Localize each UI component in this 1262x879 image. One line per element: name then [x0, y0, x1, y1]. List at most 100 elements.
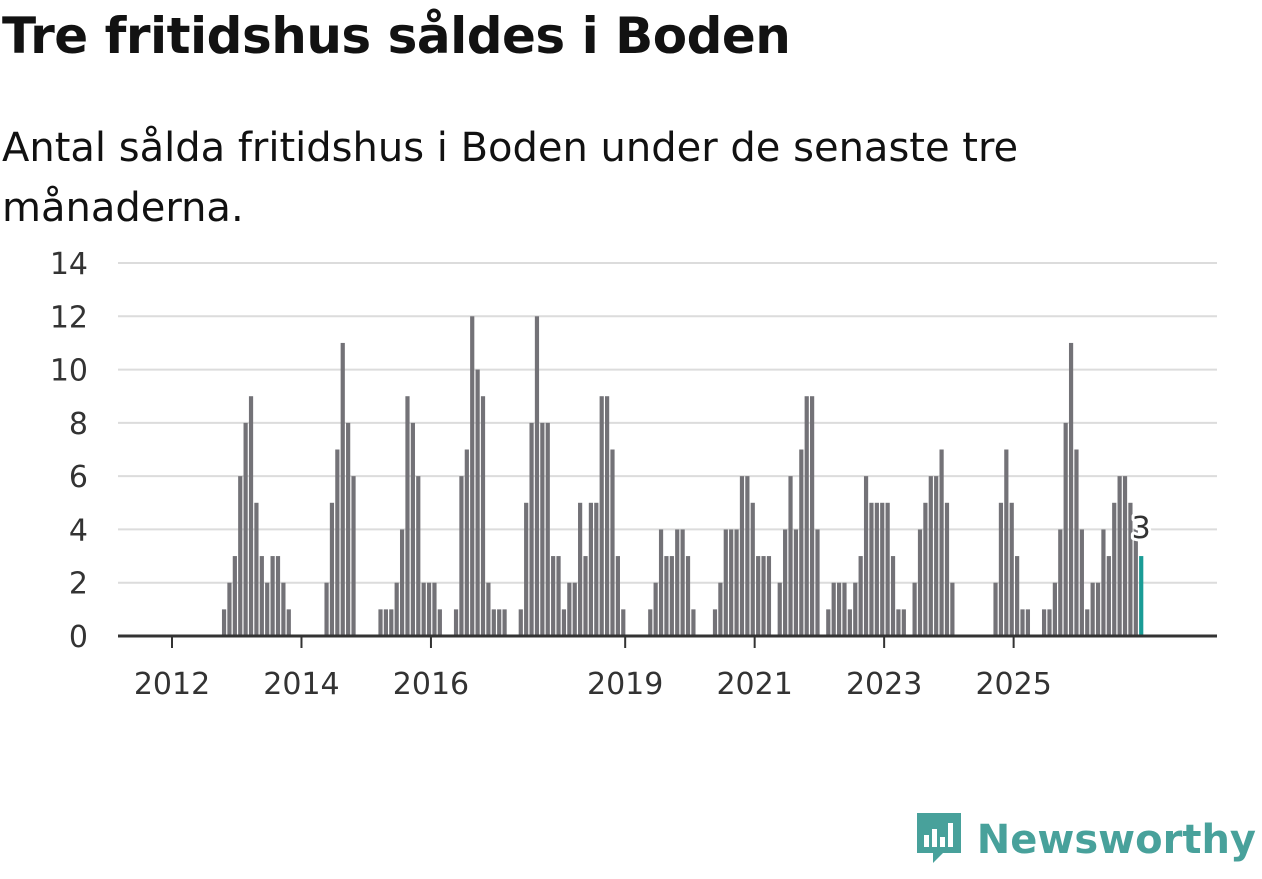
- bar: [340, 342, 345, 636]
- bar: [718, 582, 723, 636]
- bar: [567, 582, 572, 636]
- bar: [793, 529, 799, 636]
- newsworthy-logo-icon: [913, 809, 965, 871]
- y-tick-label: 2: [69, 567, 88, 602]
- y-tick-label: 10: [50, 354, 88, 389]
- bar: [998, 502, 1004, 636]
- bar: [874, 502, 879, 636]
- axes: [118, 634, 1217, 648]
- y-tick-label: 0: [69, 620, 88, 655]
- bar: [232, 556, 237, 636]
- bar: [1095, 582, 1101, 636]
- bar: [756, 556, 761, 636]
- bar: [405, 396, 410, 636]
- bar: [286, 609, 291, 636]
- bar: [572, 582, 577, 636]
- bar: [669, 556, 674, 636]
- bar: [653, 582, 658, 636]
- bar: [944, 502, 950, 636]
- bar: [734, 529, 739, 636]
- bar: [858, 556, 863, 636]
- bar: [248, 396, 254, 636]
- chart-title: Tre fritidshus såldes i Boden: [2, 7, 791, 65]
- bar: [410, 422, 415, 636]
- bar: [583, 556, 588, 636]
- bar: [745, 476, 750, 636]
- bar: [826, 609, 831, 636]
- bar: [890, 556, 896, 636]
- bar: [464, 449, 469, 636]
- bar-highlight: [1139, 556, 1144, 636]
- x-tick-label: 2025: [975, 667, 1051, 702]
- bar: [529, 422, 534, 636]
- bar: [723, 529, 728, 636]
- bar: [739, 476, 745, 636]
- bar: [1117, 476, 1122, 636]
- bar: [675, 529, 680, 636]
- bar: [847, 609, 852, 636]
- bar: [486, 582, 491, 636]
- bar: [432, 582, 437, 636]
- bar: [939, 449, 944, 636]
- bar: [416, 476, 421, 636]
- bar: [1058, 529, 1063, 636]
- bar: [227, 582, 232, 636]
- bar: [534, 316, 540, 636]
- bar: [502, 609, 507, 636]
- bar: [712, 609, 718, 636]
- bar: [540, 422, 545, 636]
- bar: [421, 582, 426, 636]
- bar: [761, 556, 766, 636]
- bar: [729, 529, 734, 636]
- bar: [928, 476, 933, 636]
- x-tick-label: 2016: [393, 667, 469, 702]
- bar: [1122, 476, 1128, 636]
- bar: [777, 582, 782, 636]
- bar: [648, 609, 653, 636]
- bar: [680, 529, 685, 636]
- y-tick-label: 14: [50, 247, 88, 282]
- bar: [1112, 502, 1117, 636]
- bar: [1106, 556, 1111, 636]
- chart-subtitle: Antal sålda fritidshus i Boden under de …: [2, 125, 1019, 231]
- bar: [885, 502, 890, 636]
- bar: [1133, 529, 1138, 636]
- bar: [853, 582, 858, 636]
- bar: [836, 582, 842, 636]
- bar: [799, 449, 804, 636]
- bar: [1068, 342, 1074, 636]
- bar: [491, 609, 496, 636]
- bar: [254, 502, 259, 636]
- bar: [259, 556, 264, 636]
- bar: [1004, 449, 1009, 636]
- bar: [831, 582, 836, 636]
- x-tick-label: 2019: [587, 667, 663, 702]
- bar: [221, 609, 227, 636]
- bar: [788, 476, 793, 636]
- bar: [1041, 609, 1047, 636]
- y-tick-label: 6: [69, 460, 88, 495]
- bar: [934, 476, 939, 636]
- y-tick-label: 8: [69, 407, 88, 442]
- bar: [578, 502, 583, 636]
- latest-value-annotation: 3: [1132, 511, 1151, 546]
- bar: [912, 582, 917, 636]
- x-tick-label: 2014: [263, 667, 339, 702]
- bar: [561, 609, 567, 636]
- bar: [1128, 502, 1133, 636]
- bar: [880, 502, 885, 636]
- bar: [599, 396, 604, 636]
- x-tick-label: 2021: [716, 667, 792, 702]
- bar: [518, 609, 523, 636]
- bar: [783, 529, 788, 636]
- bar: [685, 556, 691, 636]
- labels: 0 2 4 6 8 10 12 14 2012 2014 2016 2019 2021 2023 2025 3: [50, 247, 1154, 702]
- bar: [1085, 609, 1090, 636]
- bar: [389, 609, 394, 636]
- bar: [901, 609, 906, 636]
- bar: [750, 502, 755, 636]
- bar: [810, 396, 815, 636]
- bar: [329, 502, 335, 636]
- bar: [426, 582, 432, 636]
